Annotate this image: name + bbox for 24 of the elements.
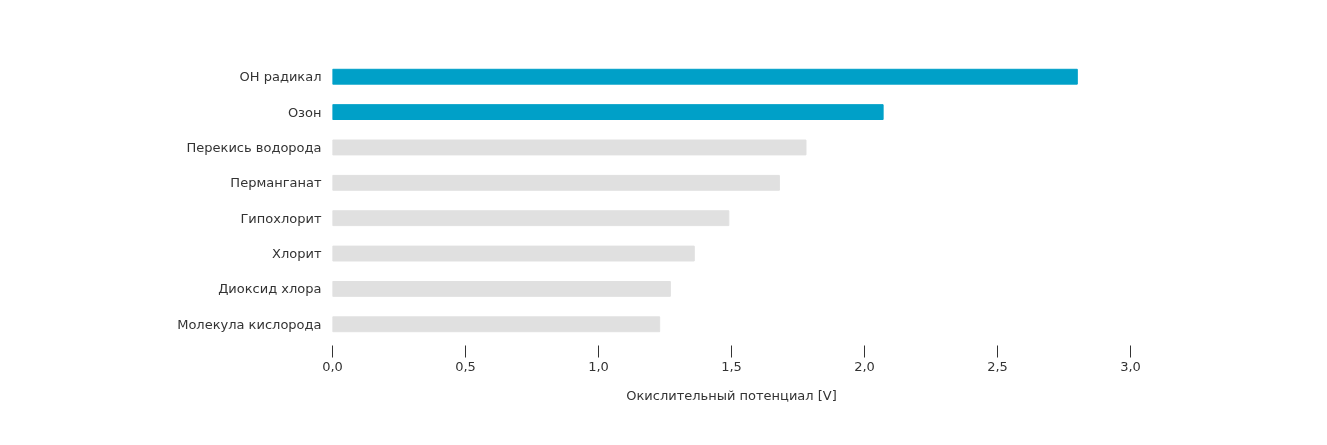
x-tick-label: 2,5 — [987, 358, 1008, 374]
bar — [332, 139, 807, 156]
x-tick-label: 2,0 — [854, 358, 875, 374]
y-tick-label: Молекула кислорода — [177, 316, 322, 332]
bar — [332, 210, 730, 227]
y-tick-label: Озон — [287, 104, 322, 120]
y-tick-label: Гипохлорит — [240, 210, 322, 226]
y-tick-label: Диоксид хлора — [218, 281, 322, 297]
x-tick-label: 3,0 — [1120, 358, 1141, 374]
bar — [332, 174, 780, 191]
bar — [332, 245, 695, 262]
y-tick-label: Перекись водорода — [186, 139, 322, 155]
x-tick-label: 1,0 — [588, 358, 609, 374]
bar — [332, 280, 671, 297]
x-tick-label: 0,0 — [322, 358, 343, 374]
x-tick-label: 0,5 — [455, 358, 476, 374]
bar — [332, 316, 661, 333]
x-tick-label: 1,5 — [721, 358, 742, 374]
y-tick-label: Перманганат — [230, 175, 322, 191]
bar — [332, 68, 1078, 85]
y-tick-label: ОН радикал — [239, 69, 322, 85]
bar — [332, 104, 884, 121]
x-axis-title: Окислительный потенциал [V] — [626, 387, 837, 403]
y-tick-label: Хлорит — [272, 246, 322, 262]
